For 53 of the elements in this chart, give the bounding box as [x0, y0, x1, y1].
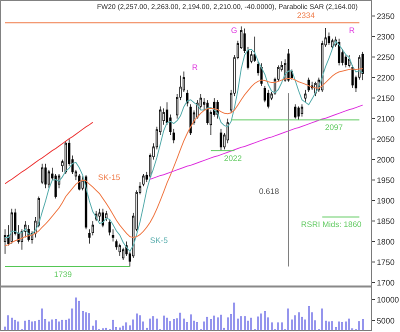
- line-series: [4, 122, 94, 184]
- candlestick: [300, 104, 304, 117]
- y-tick-label: 2250: [376, 52, 396, 62]
- line-series: [150, 104, 364, 180]
- annotation: R: [349, 26, 355, 35]
- y-tick-label: 5000: [376, 316, 396, 326]
- candlestick: [304, 90, 307, 103]
- line-series: [4, 68, 364, 246]
- candlestick: [254, 36, 256, 62]
- candlestick: [267, 90, 270, 109]
- candlestick: [362, 51, 364, 80]
- y-tick-label: 1750: [376, 258, 396, 267]
- y-tick-label: 2350: [376, 12, 396, 21]
- candlestick: [172, 128, 175, 144]
- annotation: RSRI Mids: 1860: [301, 220, 362, 229]
- candlestick: [338, 38, 340, 66]
- y-tick-label: 2050: [376, 134, 396, 144]
- y-tick-label: 2000: [376, 155, 396, 164]
- candlestick: [4, 228, 6, 254]
- candlestick: [351, 64, 354, 88]
- annotation: 1739: [54, 270, 72, 279]
- annotation: 2022: [224, 154, 242, 163]
- candlestick: [40, 163, 44, 185]
- candlestick: [294, 104, 296, 119]
- candlestick: [64, 140, 67, 174]
- annotation: 0.618: [259, 187, 280, 196]
- candlestick: [78, 174, 80, 191]
- candlestick: [308, 77, 310, 92]
- annotation: SK-5: [150, 236, 168, 245]
- annotation: G: [231, 26, 238, 35]
- y-tick-label: 2200: [376, 73, 396, 82]
- y-tick-label: 1850: [376, 216, 396, 226]
- annotation: 2097: [325, 123, 344, 132]
- candlestick: [10, 208, 13, 244]
- candlestick: [328, 32, 330, 46]
- y-tick-label: 1950: [376, 176, 396, 185]
- candlestick: [189, 104, 192, 136]
- candlestick: [102, 208, 104, 228]
- y-tick-label: 1800: [376, 237, 396, 246]
- y-tick-label: 2300: [376, 32, 396, 42]
- y-tick-label: 1700: [376, 278, 396, 288]
- annotation: R: [192, 63, 198, 72]
- y-tick-label: 2150: [376, 94, 396, 103]
- candlestick: [44, 163, 47, 189]
- line-series: [4, 40, 364, 252]
- annotation: 2334: [297, 11, 316, 20]
- candlestick: [118, 243, 121, 256]
- y-tick-label: 1900: [376, 196, 396, 206]
- annotation: SK-15: [98, 173, 121, 182]
- y-tick-label: 10000: [376, 295, 400, 304]
- y-tick-label: 2100: [376, 114, 396, 124]
- candlestick: [220, 128, 222, 151]
- candlestick: [297, 106, 300, 120]
